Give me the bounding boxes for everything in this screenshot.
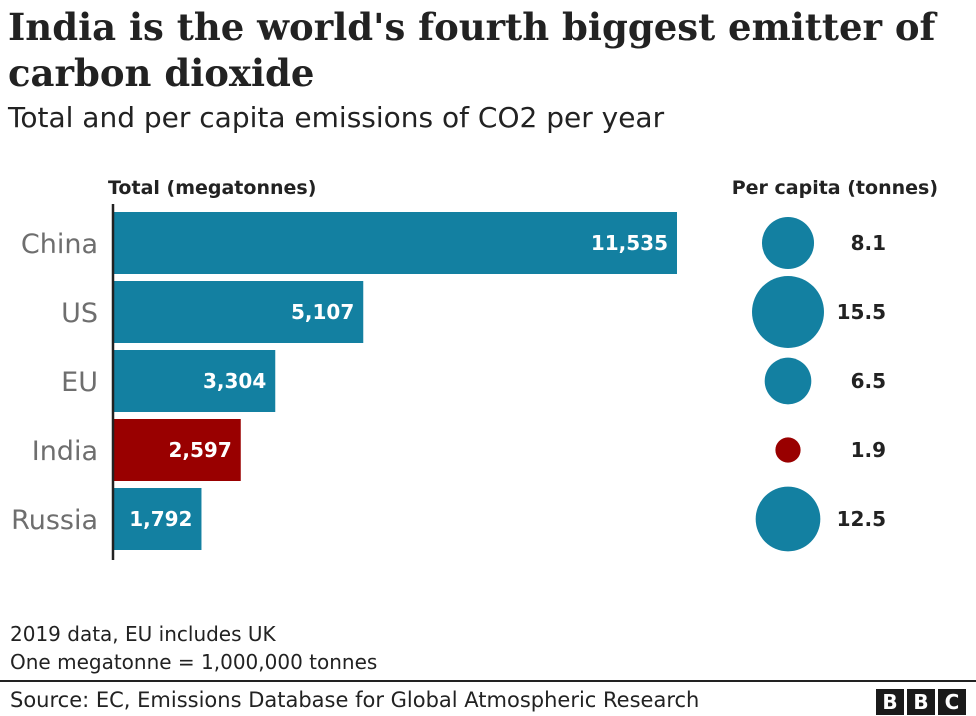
per-capita-value-label: 8.1	[851, 231, 886, 255]
bar-russia	[114, 488, 202, 550]
category-label: EU	[61, 367, 98, 398]
chart-subtitle: Total and per capita emissions of CO2 pe…	[8, 101, 665, 134]
bbc-logo-letter: B	[907, 689, 935, 715]
category-label: India	[32, 436, 98, 467]
source-text: Source: EC, Emissions Database for Globa…	[10, 688, 700, 712]
bar-eu	[114, 350, 276, 412]
per-capita-value-label: 1.9	[851, 438, 886, 462]
per-capita-bubbles-group: 8.1 15.5 6.5 1.9 12.5	[752, 216, 886, 552]
per-capita-bubble-us	[752, 276, 824, 348]
per-capita-bubble-russia	[755, 486, 821, 552]
bar-us	[114, 281, 364, 343]
per-capita-value-label: 12.5	[837, 507, 886, 531]
bars-group: China 11,535 US 5,107 EU 3,304 India 2,597 Russi…	[11, 212, 677, 550]
bar-india	[114, 419, 241, 481]
per-capita-value-label: 6.5	[851, 369, 886, 393]
bbc-logo-letter: B	[876, 689, 904, 715]
per-capita-bubble-china	[761, 216, 815, 270]
notes: 2019 data, EU includes UK One megatonne …	[10, 620, 377, 676]
bbc-logo-letter: C	[938, 689, 966, 715]
category-label: US	[61, 298, 98, 329]
bar-value-label: 11,535	[591, 231, 668, 255]
note-2: One megatonne = 1,000,000 tonnes	[10, 650, 378, 674]
per-capita-value-label: 15.5	[837, 300, 886, 324]
footer-divider	[0, 680, 976, 682]
bbc-logo: B B C	[876, 689, 966, 715]
bar-china	[114, 212, 677, 274]
bar-value-label: 3,304	[203, 369, 266, 393]
per-capita-bubble-eu	[764, 357, 812, 405]
total-header: Total (megatonnes)	[108, 177, 316, 199]
category-label: Russia	[11, 505, 98, 536]
note-1: 2019 data, EU includes UK	[10, 622, 276, 646]
bar-value-label: 1,792	[129, 507, 192, 531]
category-label: China	[21, 229, 98, 260]
bar-value-label: 2,597	[168, 438, 231, 462]
per-capita-bubble-india	[775, 437, 801, 463]
per-capita-header: Per capita (tonnes)	[732, 177, 938, 199]
bar-value-label: 5,107	[291, 300, 354, 324]
chart-title: India is the world's fourth biggest emit…	[8, 5, 936, 95]
